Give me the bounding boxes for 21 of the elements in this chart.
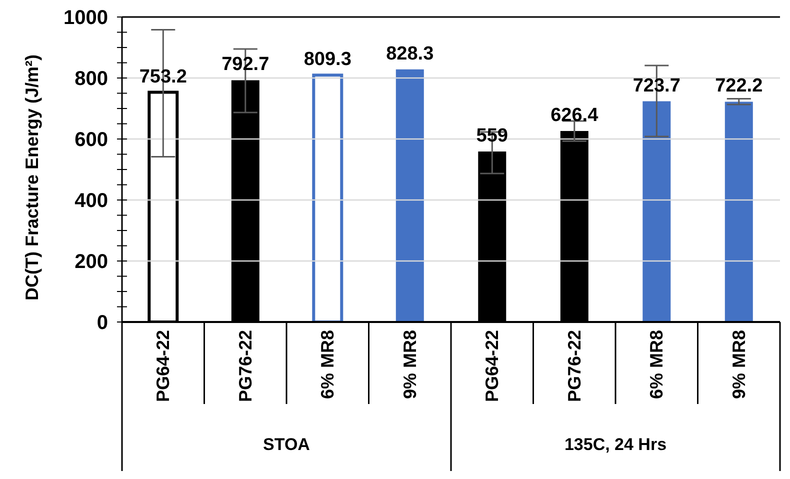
y-tick-label: 200 xyxy=(74,251,108,273)
y-tick-label: 1000 xyxy=(64,7,108,29)
y-tick-label: 0 xyxy=(96,312,108,334)
data-label: 626.4 xyxy=(550,104,599,126)
x-tick-label: PG64-22 xyxy=(482,330,502,402)
x-tick-label: PG64-22 xyxy=(153,330,174,402)
x-tick-label: PG76-22 xyxy=(564,330,584,402)
x-tick-label: 9% MR8 xyxy=(728,330,749,400)
y-tick-label: 800 xyxy=(74,68,108,90)
x-tick-label: 6% MR8 xyxy=(318,330,338,400)
text: 135C, 24 Hrs xyxy=(564,435,667,454)
data-label: 809.3 xyxy=(304,49,352,70)
y-tick-label: 600 xyxy=(74,129,108,151)
data-label: 722.2 xyxy=(715,76,763,97)
y-axis-title: DC(T) Fracture Energy (J/m²) xyxy=(22,54,42,301)
text: STOA xyxy=(263,435,310,454)
x-tick-label: 6% MR8 xyxy=(646,330,667,400)
data-label: 828.3 xyxy=(386,43,434,64)
x-tick-label: 9% MR8 xyxy=(400,330,420,400)
x-tick-label: PG76-22 xyxy=(235,330,256,402)
y-tick-label: 400 xyxy=(74,190,108,212)
